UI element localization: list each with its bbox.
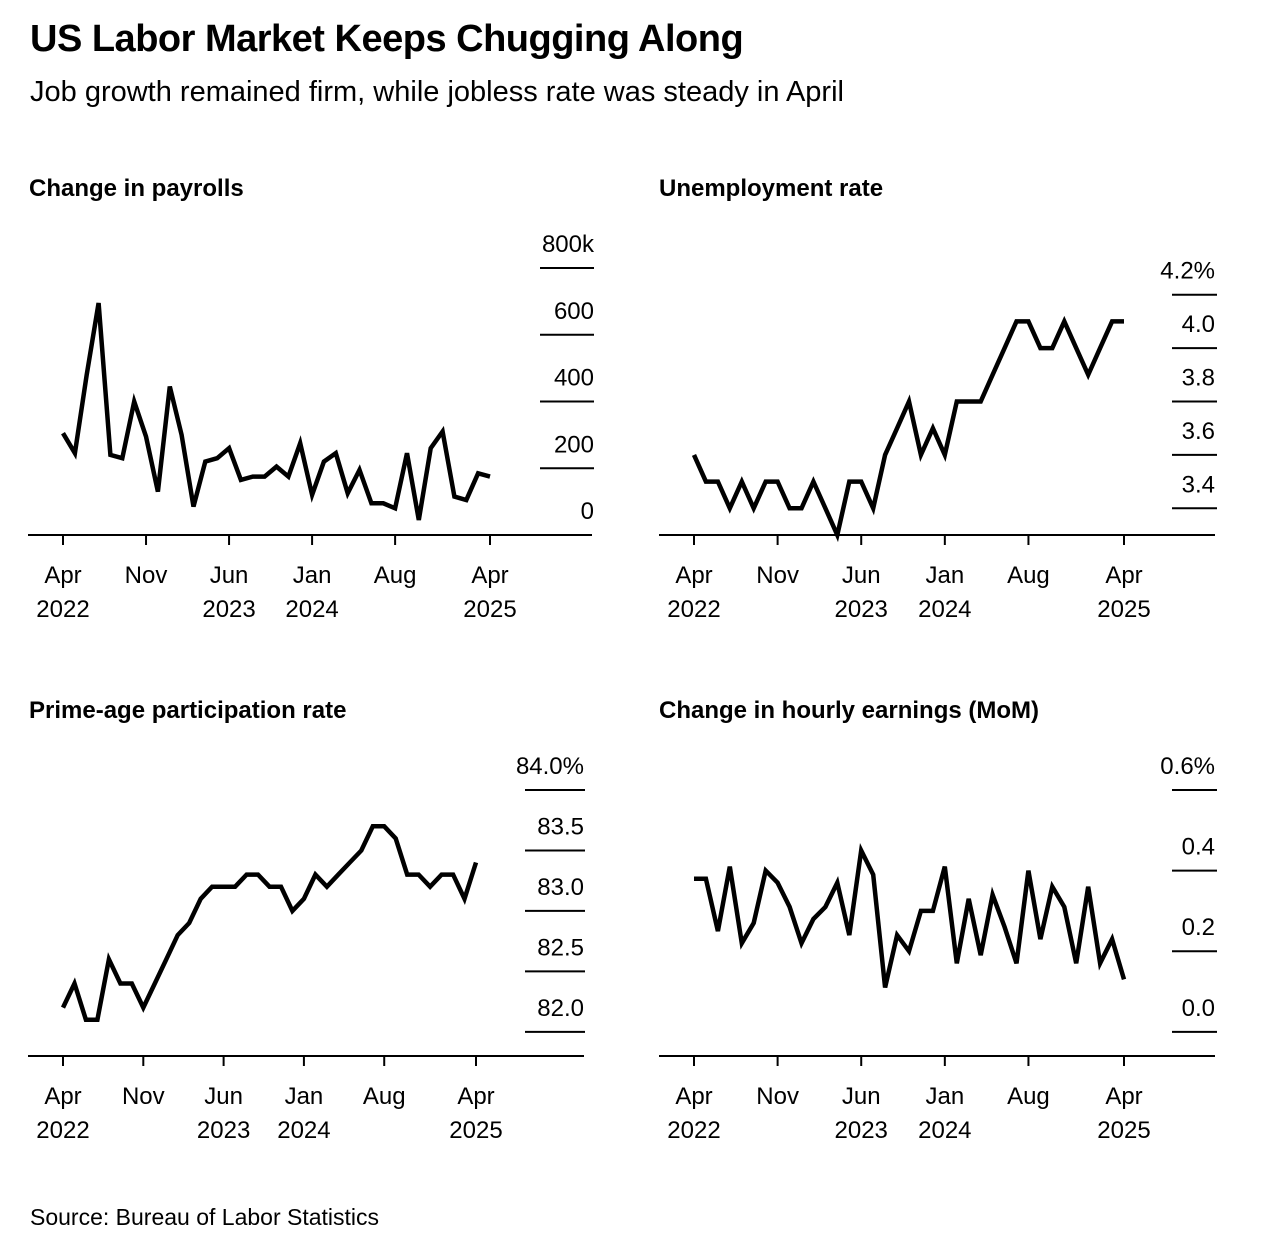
y-tick-label: 400: [554, 365, 594, 392]
x-tick-label: Jun: [842, 1083, 881, 1110]
y-tick-label: 3.6: [1182, 418, 1215, 445]
x-tick-label: Apr: [1105, 562, 1142, 589]
y-tick-label: 82.5: [537, 934, 584, 961]
x-tick-year-label: 2024: [285, 596, 338, 623]
series-line: [61, 302, 491, 521]
x-tick-year-label: 2025: [463, 596, 516, 623]
x-tick-label: Aug: [374, 562, 417, 589]
x-tick-label: Aug: [1007, 1083, 1050, 1110]
x-tick-year-label: 2022: [36, 596, 89, 623]
charts-canvas: Change in payrolls 800k 600 400 200 0 Apr 2022 N…: [28, 175, 1217, 1144]
x-tick-year-label: 2024: [918, 596, 971, 623]
x-tick-label: Aug: [363, 1083, 406, 1110]
x-tick-year-label: 2024: [918, 1117, 971, 1144]
page-title: US Labor Market Keeps Chugging Along: [30, 18, 744, 60]
chart-panel-4: Change in hourly earnings (MoM) 0.6% 0.4 0.…: [659, 697, 1217, 1144]
chart-title: Unemployment rate: [659, 175, 883, 202]
x-tick-label: Jun: [842, 562, 881, 589]
x-tick-label: Nov: [756, 562, 799, 589]
x-tick-label: Apr: [44, 1083, 81, 1110]
x-tick-label: Nov: [122, 1083, 165, 1110]
y-tick-label: 4.0: [1182, 311, 1215, 338]
y-tick-label: 82.0: [537, 995, 584, 1022]
x-tick-year-label: 2025: [1097, 1117, 1150, 1144]
x-tick-label: Jan: [285, 1083, 324, 1110]
x-tick-label: Jun: [210, 562, 249, 589]
y-tick-label: 0.2: [1182, 914, 1215, 941]
x-tick-year-label: 2023: [197, 1117, 250, 1144]
y-tick-label: 83.0: [537, 874, 584, 901]
y-tick-label: 800k: [542, 231, 595, 258]
x-tick-label: Apr: [457, 1083, 494, 1110]
x-tick-label: Jan: [925, 1083, 964, 1110]
x-tick-year-label: 2025: [1097, 596, 1150, 623]
y-tick-label: 83.5: [537, 813, 584, 840]
chart-panel-1: Change in payrolls 800k 600 400 200 0 Apr 2022 N…: [28, 175, 595, 623]
x-tick-year-label: 2022: [36, 1117, 89, 1144]
y-tick-label: 600: [554, 298, 594, 325]
series-line: [691, 315, 1124, 543]
x-tick-label: Apr: [1105, 1083, 1142, 1110]
y-tick-label: 200: [554, 431, 594, 458]
y-tick-label: 0: [581, 498, 594, 525]
x-tick-year-label: 2023: [835, 1117, 888, 1144]
source-note: Source: Bureau of Labor Statistics: [30, 1204, 380, 1230]
x-tick-year-label: 2024: [277, 1117, 330, 1144]
x-tick-label: Apr: [44, 562, 81, 589]
chart-title: Change in payrolls: [29, 175, 244, 202]
x-tick-label: Nov: [756, 1083, 799, 1110]
chart-panel-3: Prime-age participation rate 84.0% 83.5 83.…: [28, 697, 585, 1144]
y-tick-label: 0.6%: [1160, 753, 1215, 780]
y-tick-label: 0.4: [1182, 834, 1215, 861]
y-tick-label: 4.2%: [1160, 258, 1215, 285]
x-tick-year-label: 2022: [667, 1117, 720, 1144]
y-tick-label: 84.0%: [516, 753, 584, 780]
x-tick-year-label: 2025: [449, 1117, 502, 1144]
y-tick-label: 3.4: [1182, 471, 1215, 498]
y-tick-label: 0.0: [1182, 995, 1215, 1022]
x-tick-label: Nov: [125, 562, 168, 589]
x-tick-label: Jan: [293, 562, 332, 589]
chart-panel-2: Unemployment rate 4.2% 4.0 3.8 3.6 3.4 Apr 2022…: [659, 175, 1217, 623]
chart-title: Change in hourly earnings (MoM): [659, 697, 1039, 724]
page-subtitle: Job growth remained firm, while jobless …: [30, 76, 844, 108]
chart-title: Prime-age participation rate: [29, 697, 346, 724]
x-tick-year-label: 2022: [667, 596, 720, 623]
x-tick-label: Aug: [1007, 562, 1050, 589]
series-line: [694, 843, 1127, 989]
y-tick-label: 3.8: [1182, 365, 1215, 392]
x-tick-label: Apr: [675, 562, 712, 589]
series-line: [60, 824, 479, 1022]
x-tick-label: Jan: [925, 562, 964, 589]
x-tick-year-label: 2023: [835, 596, 888, 623]
x-tick-label: Apr: [675, 1083, 712, 1110]
x-tick-year-label: 2023: [202, 596, 255, 623]
x-tick-label: Apr: [471, 562, 508, 589]
x-tick-label: Jun: [204, 1083, 243, 1110]
